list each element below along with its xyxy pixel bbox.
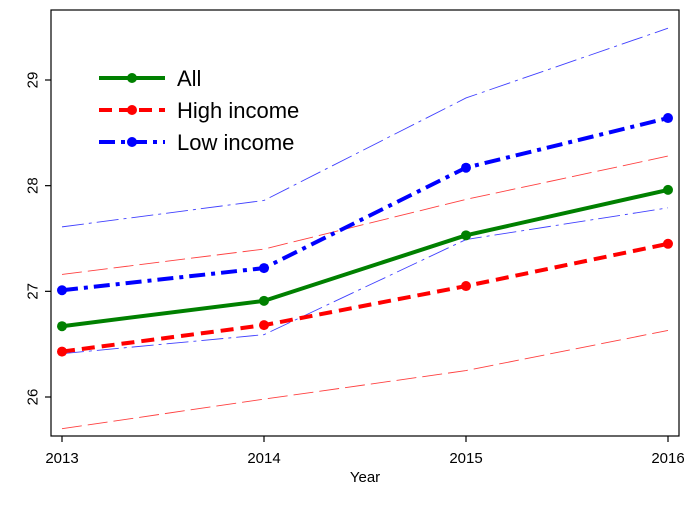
series-lines <box>57 113 673 357</box>
y-tick-label-28: 28 <box>25 177 42 194</box>
y-tick-label-29: 29 <box>25 72 42 89</box>
legend-high-income-label: High income <box>177 98 299 123</box>
all-point-2013 <box>57 321 67 332</box>
legend-high-income-marker <box>127 105 137 115</box>
x-tick-label-2013: 2013 <box>45 450 78 467</box>
high-income-point-2013 <box>57 346 67 357</box>
all-point-2015 <box>461 230 471 241</box>
x-axis-title: Year <box>350 469 380 486</box>
plot-frame <box>50 9 680 437</box>
x-tick-label-2015: 2015 <box>449 450 482 467</box>
low-income-series-line <box>61 116 669 293</box>
all-series-line <box>61 187 669 329</box>
axes: 26 27 28 29 2013 2014 2015 2016 <box>25 72 685 467</box>
low-income-lower-bound-line <box>61 207 669 355</box>
all-point-2014 <box>259 295 269 306</box>
legend-low-income-marker <box>127 137 137 147</box>
high-income-point-2016 <box>663 238 673 249</box>
low-income-point-2015 <box>461 162 471 173</box>
low-income-point-2014 <box>259 263 269 274</box>
legend-all-label: All <box>177 66 201 91</box>
high-income-point-2015 <box>461 281 471 292</box>
x-tick-label-2014: 2014 <box>247 450 280 467</box>
low-income-upper-bound-line <box>61 27 669 228</box>
all-point-2016 <box>663 184 673 195</box>
low-income-point-2013 <box>57 285 67 296</box>
legend-all-marker <box>127 73 137 83</box>
legend: All High income Low income <box>99 66 299 155</box>
low-income-point-2016 <box>663 113 673 124</box>
high-income-point-2014 <box>259 320 269 331</box>
high-income-series-line <box>61 241 669 354</box>
confidence-bands <box>61 27 669 430</box>
y-tick-label-27: 27 <box>25 283 42 300</box>
legend-low-income-label: Low income <box>177 130 294 155</box>
high-income-lower-bound-line <box>61 329 669 430</box>
y-tick-label-26: 26 <box>25 389 42 406</box>
x-tick-label-2016: 2016 <box>651 450 684 467</box>
